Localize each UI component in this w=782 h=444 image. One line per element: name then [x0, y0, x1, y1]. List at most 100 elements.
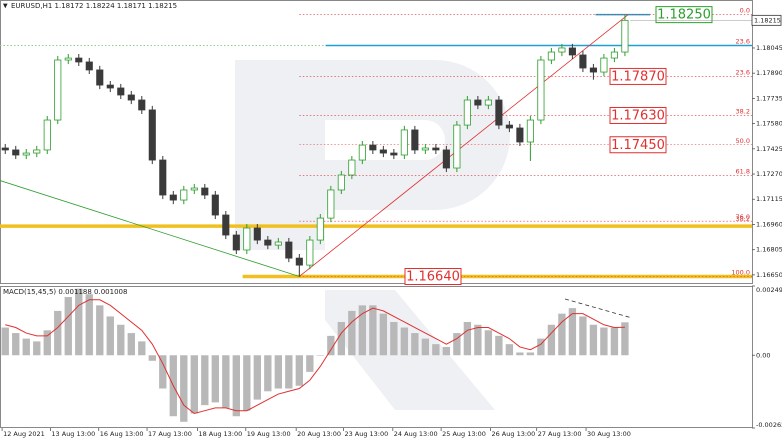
- macd-signal-line: [5, 299, 625, 415]
- main-layer: 1.18045 1.17890 1.17735 1.17580 1.17425 1.172…: [0, 13, 782, 438]
- macd-bar: [505, 344, 514, 356]
- candle-body: [610, 51, 618, 59]
- macd-bar: [568, 308, 577, 356]
- x-tick-label: 30 Aug 13:00: [587, 430, 631, 438]
- candle-body: [222, 214, 230, 236]
- candle-body: [22, 152, 30, 156]
- macd-bar: [232, 355, 240, 417]
- fib-level-label: 38.2: [736, 107, 750, 115]
- macd-bar: [22, 338, 30, 356]
- x-tick-label: 26 Aug 13:00: [491, 430, 535, 438]
- candle-body: [526, 119, 534, 143]
- fib-price-box: [609, 67, 667, 85]
- macd-bar: [547, 324, 556, 356]
- candle-body: [379, 149, 387, 154]
- macd-bar: [621, 322, 629, 356]
- fib-level-label: 23.6: [736, 68, 750, 76]
- macd-bar: [589, 324, 598, 356]
- macd-header: MACD(15,45,5) 0.001188 0.001008: [3, 288, 127, 296]
- menu-icon[interactable]: ▼: [3, 3, 8, 10]
- macd-y-tick-label: -0.002624: [756, 421, 782, 429]
- candle-body: [54, 59, 62, 121]
- y-tick-label: 1.17270: [756, 170, 782, 178]
- macd-bar: [526, 352, 535, 356]
- candle-body: [558, 47, 566, 53]
- candle-body: [138, 99, 146, 111]
- candle-body: [75, 57, 83, 63]
- candle-body: [127, 94, 135, 101]
- x-tick-label: 24 Aug 13:00: [394, 430, 438, 438]
- candle-body: [306, 239, 314, 266]
- fib-level-label: 76.0: [736, 213, 750, 221]
- macd-bar: [474, 324, 482, 356]
- macd-bar: [43, 330, 51, 356]
- macd-bar: [75, 288, 83, 356]
- macd-signal-value: 0.001008: [94, 288, 127, 296]
- candle-body: [159, 159, 167, 196]
- macd-bar: [600, 327, 608, 356]
- macd-bar: [253, 355, 261, 400]
- candle-body: [453, 124, 461, 169]
- macd-bar: [1, 327, 9, 356]
- macd-bar: [264, 355, 272, 392]
- fib-level-label: 0.0: [740, 7, 750, 15]
- candle-body: [516, 127, 524, 143]
- x-tick-label: 13 Aug 13:00: [51, 430, 95, 438]
- macd-main-value: 0.001188: [58, 288, 91, 296]
- candle-body: [117, 87, 125, 96]
- current-price-label: 1.18215: [754, 16, 781, 24]
- candle-body: [579, 54, 587, 69]
- y-tick-label: 1.16650: [756, 271, 782, 279]
- candle-body: [600, 57, 608, 73]
- overlay-layer: 0.0 1.18250 23.6 1.17870 38.2 1.17630 50.0 1.17…: [404, 6, 782, 285]
- header-close: 1.18215: [148, 2, 177, 10]
- chart-header: EURUSD,H1 1.18172 1.18224 1.18171 1.1821…: [11, 2, 177, 10]
- macd-bar: [190, 355, 198, 414]
- x-tick-label: 18 Aug 13:00: [198, 430, 242, 438]
- macd-bar: [96, 305, 104, 356]
- candle-body: [327, 189, 335, 219]
- candle-body: [33, 149, 41, 154]
- macd-bar: [484, 330, 493, 356]
- y-tick-label: 1.17735: [756, 94, 782, 102]
- candle-body: [537, 59, 545, 121]
- macd-bar: [211, 355, 219, 403]
- macd-bar: [327, 335, 335, 356]
- macd-bar: [537, 338, 545, 356]
- candle-body: [621, 19, 629, 53]
- fib-level-label: 38.2: [736, 215, 750, 223]
- candle-body: [169, 194, 177, 201]
- candle-body: [463, 99, 471, 126]
- candle-body: [484, 99, 492, 106]
- candle-body: [243, 227, 251, 251]
- macd-bar: [54, 310, 62, 356]
- macd-bar: [243, 355, 251, 411]
- candle-body: [190, 187, 198, 191]
- candle-body: [201, 187, 209, 196]
- candle-body: [589, 67, 597, 73]
- header-open: 1.18172: [55, 2, 84, 10]
- macd-bar: [159, 355, 167, 389]
- fib-price-label: 1.18250: [657, 8, 711, 23]
- macd-bar: [201, 355, 209, 406]
- y-tick-label: 1.17890: [756, 69, 782, 77]
- macd-bar: [610, 327, 619, 356]
- candle-body: [421, 147, 429, 151]
- fib-price-box: [609, 136, 667, 154]
- candle-body: [64, 57, 72, 61]
- candle-body: [43, 119, 51, 151]
- trendline: [0, 180, 300, 277]
- macd-bar: [148, 355, 156, 361]
- candle-body: [411, 129, 419, 151]
- macd-bar: [411, 333, 419, 356]
- candle-body: [96, 69, 104, 86]
- macd-bar: [64, 297, 72, 356]
- symbol: EURUSD,H1: [11, 2, 52, 10]
- macd-bar: [495, 335, 503, 356]
- trendline: [299, 14, 629, 277]
- macd-bar: [432, 344, 440, 356]
- candle-body: [369, 144, 377, 151]
- macd-bar: [180, 355, 188, 422]
